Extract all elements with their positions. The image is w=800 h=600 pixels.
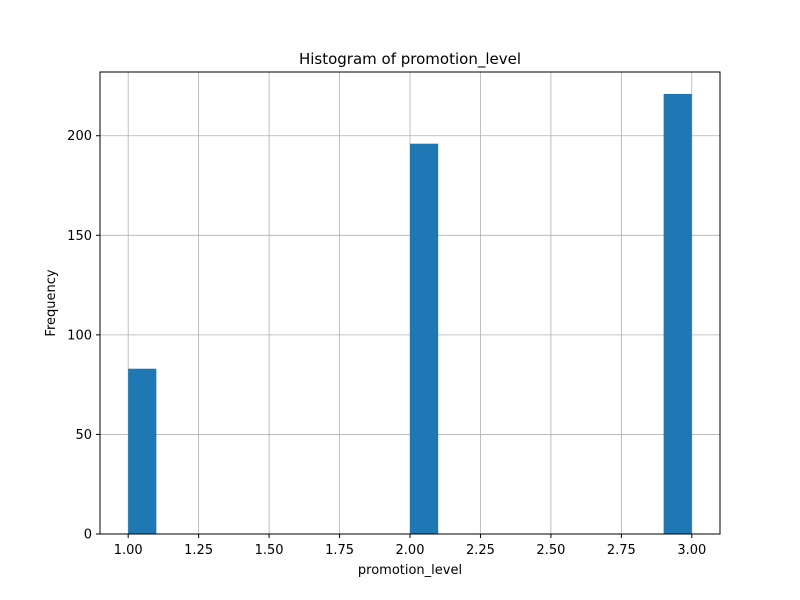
y-axis-ticks: 0 50 100 150 200 xyxy=(67,129,100,543)
histogram-bar xyxy=(128,368,157,534)
x-tick-label: 1.50 xyxy=(255,543,284,558)
histogram-bar xyxy=(410,143,439,535)
x-tick-label: 2.00 xyxy=(396,543,425,558)
y-tick-label: 50 xyxy=(75,428,92,443)
histogram-bar xyxy=(663,93,692,534)
y-axis-label: Frequency xyxy=(44,269,59,336)
x-tick-label: 3.00 xyxy=(677,543,706,558)
chart-title: Histogram of promotion_level xyxy=(299,50,521,69)
x-tick-label: 2.75 xyxy=(607,543,636,558)
x-tick-label: 1.25 xyxy=(184,543,213,558)
y-tick-label: 100 xyxy=(67,328,92,343)
y-tick-label: 200 xyxy=(67,129,92,144)
bars-layer xyxy=(128,93,692,535)
y-tick-label: 150 xyxy=(67,229,92,244)
x-tick-label: 1.00 xyxy=(114,543,143,558)
x-axis-label: promotion_level xyxy=(358,563,462,578)
x-axis-ticks: 1.00 1.25 1.50 1.75 2.00 2.25 2.50 2.75 3.00 xyxy=(114,534,706,558)
y-tick-label: 0 xyxy=(84,528,92,543)
x-tick-label: 2.50 xyxy=(536,543,565,558)
x-tick-label: 2.25 xyxy=(466,543,495,558)
x-tick-label: 1.75 xyxy=(325,543,354,558)
